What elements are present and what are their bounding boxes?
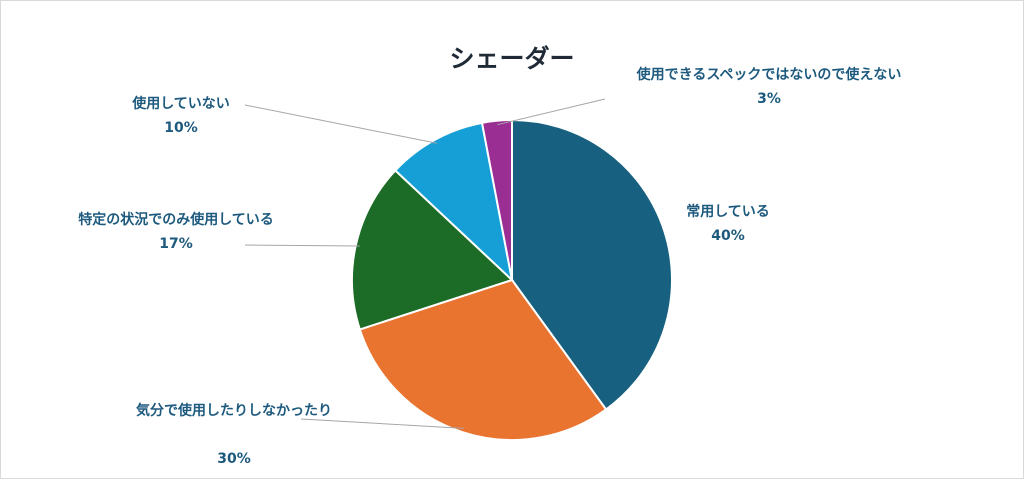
leader-line [497,98,606,126]
leader-line [244,104,437,144]
pie-slice [358,278,608,441]
pie-slice [511,118,673,411]
leader-lines [244,98,606,429]
leader-line [244,244,360,247]
slice-label: 使用できるスペックではないので使えない 3% [636,66,902,107]
slice-label: 特定の状況でのみ使用している 17% [78,211,274,252]
leader-line [300,418,464,429]
slice-label: 気分で使用したりしなかったり 30% [136,402,332,467]
chart-title: シェーダー [449,44,574,73]
pie-slice [393,121,514,283]
pie-slices [351,118,673,441]
pie-slice [351,169,514,331]
pie-slice [480,118,513,281]
slice-label: 常用している 40% [686,203,770,244]
slice-labels: 常用している 40% 気分で使用したりしなかったり 30% 特定の状況でのみ使用している… [78,66,901,467]
slice-label: 使用していない 10% [131,95,230,136]
